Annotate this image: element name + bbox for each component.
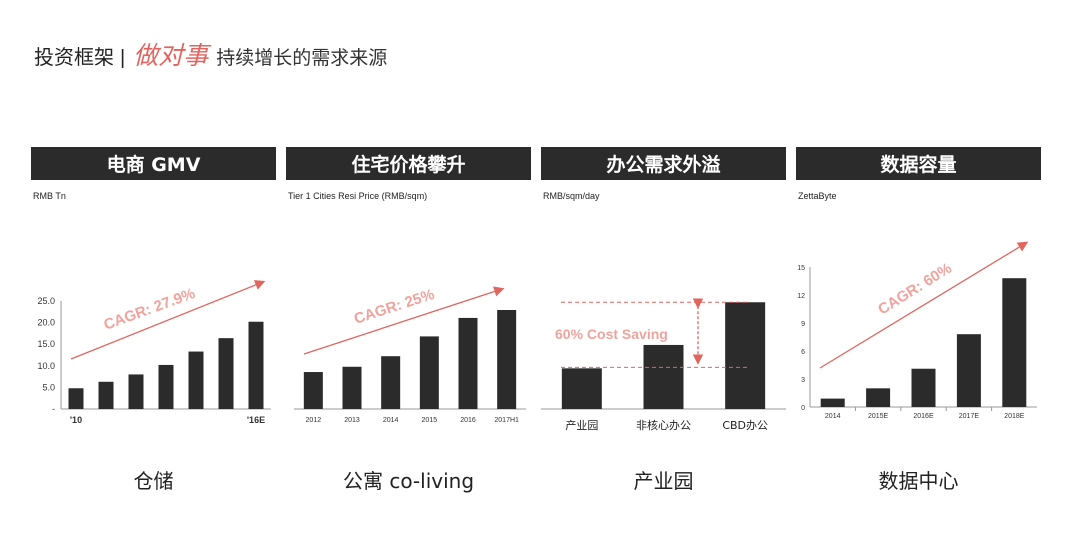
x-tick-label: 2015E [868, 413, 889, 420]
title-main: 投资框架 [34, 45, 114, 69]
panel-office-demand: 办公需求外溢 RMB/sqm/day 产业园 非核心办公 CBD办公 60% Cost… [541, 147, 786, 497]
cagr-label: CAGR: 25% [352, 286, 437, 328]
bar [561, 368, 602, 409]
cagr-label: CAGR: 27.9% [102, 285, 198, 334]
y-tick-label: 15 [797, 265, 805, 272]
panel-caption: 仓储 [133, 469, 174, 493]
bar [911, 368, 936, 407]
y-tick-label: 12 [797, 293, 805, 300]
y-tick-label: 6 [801, 349, 805, 356]
x-tick-label: '16E [247, 415, 265, 425]
bar [128, 374, 144, 409]
x-tick-label: 2017H1 [494, 417, 519, 424]
bar [218, 338, 234, 409]
x-tick-label: 2013 [344, 417, 360, 424]
x-tick-label: 非核心办公 [636, 418, 691, 432]
title-accent: 做对事 [133, 41, 209, 70]
bar [303, 372, 323, 409]
panel-caption: 公寓 co-living [342, 469, 475, 493]
panel-header: 住宅价格攀升 [286, 147, 531, 180]
x-tick-label: 产业园 [565, 418, 598, 432]
y-tick-label: 0 [801, 405, 805, 412]
panel-ecommerce-gmv: 电商 GMV RMB Tn - 5.0 10.0 15.0 20.0 25.0 '10 '16… [31, 147, 276, 497]
x-tick-label: 2016 [460, 417, 476, 424]
bar [248, 321, 264, 409]
panel-caption: 数据中心 [878, 469, 959, 493]
panel-header: 办公需求外溢 [541, 147, 786, 180]
bar [820, 398, 845, 407]
bar [342, 366, 362, 409]
bar [643, 344, 684, 409]
trend-arrow [70, 280, 266, 360]
bar [158, 364, 174, 409]
bar [866, 388, 891, 407]
y-tick-label: - [52, 404, 55, 414]
page-title: 投资框架 | 做对事 持续增长的需求来源 [34, 36, 388, 70]
title-separator: | [120, 47, 126, 69]
panel-header: 数据容量 [796, 147, 1041, 180]
x-tick-label: 2018E [1004, 413, 1025, 420]
bar [68, 388, 84, 409]
x-tick-label: 2012 [306, 417, 322, 424]
unit-label: RMB/sqm/day [543, 191, 600, 201]
y-tick-label: 20.0 [37, 318, 55, 328]
saving-label: 60% Cost Saving [555, 326, 668, 342]
bar [188, 351, 204, 409]
x-tick-label: 2015 [422, 417, 438, 424]
y-tick-label: 5.0 [42, 382, 55, 392]
x-tick-label: CBD办公 [722, 419, 768, 432]
y-tick-label: 3 [801, 377, 805, 384]
bar [381, 356, 401, 409]
chart-ecommerce-gmv: - 5.0 10.0 15.0 20.0 25.0 '10 '16E CAGR: 27.9% [37, 280, 271, 425]
unit-label: Tier 1 Cities Resi Price (RMB/sqm) [288, 191, 428, 201]
x-tick-label: '10 [70, 415, 82, 425]
trend-arrow [819, 241, 1029, 369]
bar [458, 317, 478, 409]
x-tick-label: 2014 [825, 413, 841, 420]
unit-label: ZettaByte [798, 191, 837, 201]
y-tick-label: 10.0 [37, 361, 55, 371]
y-tick-label: 25.0 [37, 296, 55, 306]
bar [725, 302, 766, 409]
y-tick-label: 15.0 [37, 339, 55, 349]
cagr-label: CAGR: 60% [875, 260, 955, 319]
bar [956, 334, 981, 407]
chart-data-capacity: 0 3 6 9 12 15 2014 2015E 2016E 2017E 2018E CAGR: 60… [797, 241, 1037, 420]
trend-arrow [303, 286, 505, 355]
bar [98, 381, 114, 409]
panel-data-capacity: 数据容量 ZettaByte 0 3 6 9 12 15 2014 2015E 2016E 201… [796, 147, 1041, 497]
unit-label: RMB Tn [33, 191, 66, 201]
bar [1002, 278, 1027, 407]
chart-residential-price: 2012 2013 2014 2015 2016 2017H1 CAGR: 25% [294, 286, 526, 424]
x-tick-label: 2014 [383, 417, 399, 424]
x-tick-label: 2016E [913, 413, 934, 420]
bar [419, 336, 439, 409]
panel-residential-price: 住宅价格攀升 Tier 1 Cities Resi Price (RMB/sqm… [286, 147, 531, 497]
panel-caption: 产业园 [633, 469, 694, 493]
y-tick-label: 9 [801, 321, 805, 328]
chart-office-demand: 产业园 非核心办公 CBD办公 60% Cost Saving [541, 298, 786, 432]
bar [497, 310, 517, 409]
title-subtitle: 持续增长的需求来源 [216, 47, 388, 69]
x-tick-label: 2017E [959, 413, 980, 420]
panel-header: 电商 GMV [31, 147, 276, 180]
